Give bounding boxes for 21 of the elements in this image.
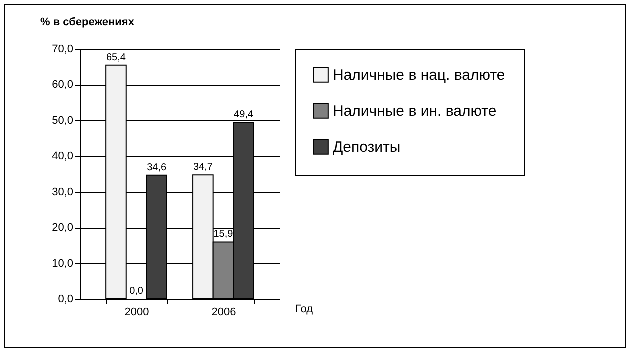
data-label: 65,4 bbox=[106, 52, 126, 64]
data-label: 15,9 bbox=[214, 229, 234, 240]
x-tick-label: 2006 bbox=[212, 306, 236, 318]
data-label: 49,4 bbox=[234, 110, 254, 121]
legend-label: Наличные в нац. валюте bbox=[333, 67, 506, 84]
x-tick-label: 2000 bbox=[124, 306, 150, 318]
y-tick-label: 70,0 bbox=[52, 44, 74, 56]
data-label: 34,6 bbox=[147, 162, 167, 174]
y-tick-label: 10,0 bbox=[52, 258, 74, 270]
data-label: 34,7 bbox=[193, 162, 214, 174]
legend-label: Депозиты bbox=[333, 139, 401, 156]
y-axis-title: % в сбережениях bbox=[40, 16, 136, 28]
y-tick-label: 50,0 bbox=[52, 114, 74, 127]
y-tick-label: 20,0 bbox=[52, 222, 74, 234]
y-tick-label: 30,0 bbox=[52, 186, 74, 198]
data-label: 0,0 bbox=[130, 286, 144, 297]
legend-label: Наличные в ин. валюте bbox=[333, 103, 497, 120]
x-axis-title: Год bbox=[296, 304, 314, 316]
y-tick-label: 40,0 bbox=[52, 150, 74, 163]
y-tick-label: 0,0 bbox=[58, 294, 74, 306]
y-tick-label: 60,0 bbox=[52, 79, 74, 92]
